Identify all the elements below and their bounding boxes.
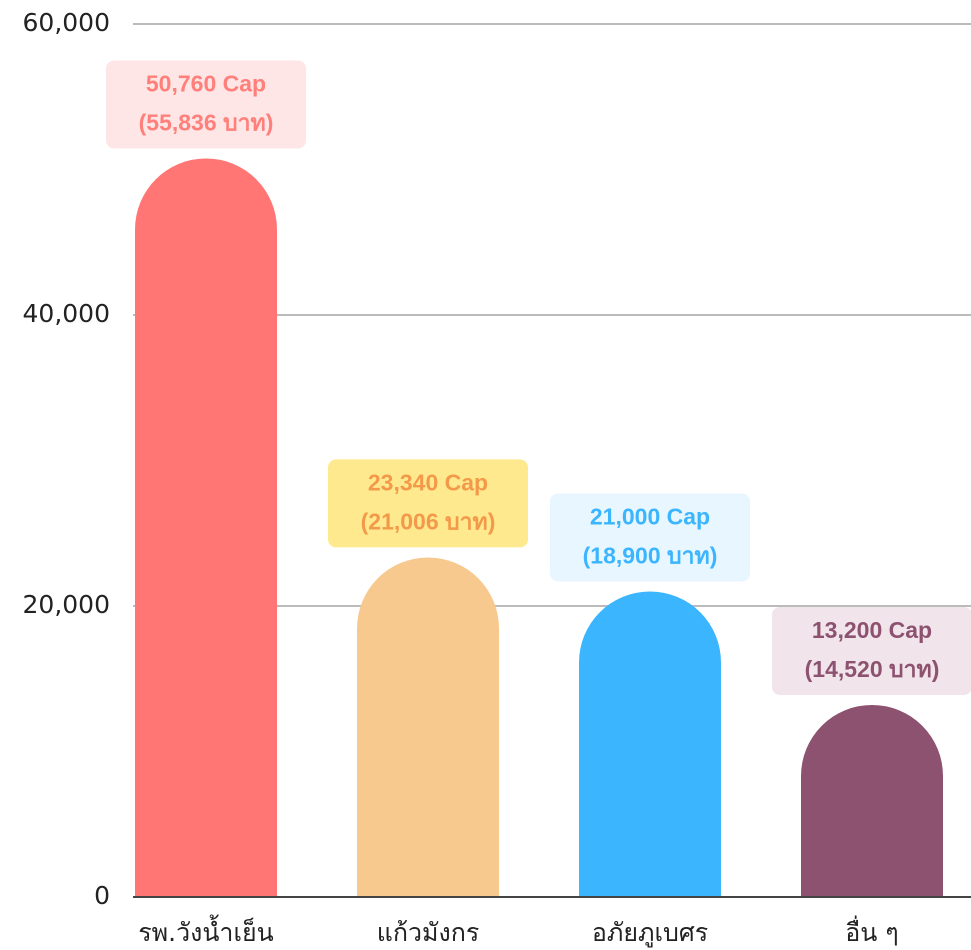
data-label: 13,200 Cap (14,520 บาท) — [772, 606, 971, 695]
bar — [135, 158, 277, 897]
x-tick-label: อภัยภูเบศร — [592, 918, 708, 948]
y-tick-label: 60,000 — [23, 8, 110, 37]
data-label-value: 21,000 Cap — [590, 504, 710, 530]
data-label-box — [550, 493, 750, 582]
data-label-value: 23,340 Cap — [368, 469, 488, 495]
x-tick-label: รพ.วังน้ำเย็น — [138, 914, 274, 947]
data-label: 50,760 Cap (55,836 บาท) — [106, 60, 306, 149]
data-label-baht: (21,006 บาท) — [361, 508, 496, 534]
data-label-value: 50,760 Cap — [146, 71, 266, 97]
data-label: 21,000 Cap (18,900 บาท) — [550, 493, 750, 582]
y-tick-label: 0 — [94, 881, 110, 910]
data-label-box — [772, 606, 971, 695]
x-tick-label: แก้วมังกร — [377, 918, 480, 947]
bar — [801, 704, 943, 897]
data-label-baht: (18,900 บาท) — [583, 543, 718, 569]
data-label-box — [106, 60, 306, 149]
data-label-baht: (55,836 บาท) — [139, 110, 274, 136]
bar — [579, 591, 721, 897]
data-label-value: 13,200 Cap — [812, 617, 932, 643]
x-tick-label: อื่น ๆ — [845, 915, 898, 947]
data-label-baht: (14,520 บาท) — [805, 656, 940, 682]
data-label-box — [328, 459, 528, 548]
bar — [357, 557, 499, 897]
y-tick-label: 20,000 — [23, 590, 110, 619]
data-label: 23,340 Cap (21,006 บาท) — [328, 459, 528, 548]
y-tick-label: 40,000 — [23, 299, 110, 328]
